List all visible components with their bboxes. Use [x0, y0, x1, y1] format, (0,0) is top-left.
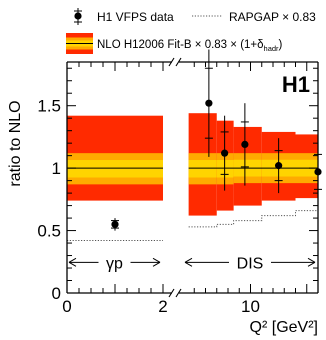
- arrowhead-left: [184, 257, 193, 267]
- x-axis-title: Q² [GeV²]: [250, 319, 318, 336]
- nlo-band-inner: [188, 160, 217, 178]
- x-tick-label: 0: [62, 297, 71, 316]
- data-marker: [275, 162, 283, 170]
- region-annotations: γp DIS: [68, 255, 316, 272]
- x-tick-label: 2: [158, 297, 167, 316]
- legend-item-data: H1 VFPS data: [74, 8, 174, 25]
- y-tick-label: 1: [52, 159, 61, 178]
- data-point: [220, 115, 229, 191]
- data-point: [204, 49, 213, 157]
- legend-item-rapgap: RAPGAP × 0.83: [192, 10, 316, 24]
- y-tick-label: 0: [52, 284, 61, 303]
- nlo-bands: [67, 113, 318, 216]
- region-dis: DIS: [184, 255, 316, 272]
- x-tick-label: 10: [241, 297, 260, 316]
- data-marker: [205, 99, 213, 107]
- data-marker: [241, 140, 249, 149]
- axis-break-mark: [175, 57, 182, 67]
- legend-marker: [74, 12, 82, 20]
- arrowhead-left: [68, 257, 77, 267]
- region-label: DIS: [237, 255, 264, 272]
- legend-label-data: H1 VFPS data: [97, 10, 174, 24]
- reference-lines: [67, 167, 318, 242]
- data-point: [314, 144, 322, 200]
- nlo-band-inner: [216, 160, 234, 178]
- arrowhead-right: [307, 257, 316, 267]
- axis-break-mark: [175, 288, 182, 298]
- y-tick-label: 0.5: [37, 222, 61, 241]
- legend-label-nlo: NLO H12006 Fit-B × 0.83 × (1+δhadr): [97, 39, 283, 53]
- arrowhead-right: [152, 257, 161, 267]
- legend-item-nlo: NLO H12006 Fit-B × 0.83 × (1+δhadr): [66, 33, 283, 54]
- data-point: [274, 138, 283, 194]
- data-marker: [314, 168, 322, 176]
- legend-label-rapgap: RAPGAP × 0.83: [229, 10, 316, 24]
- axis-break-mark: [168, 57, 175, 67]
- data-marker: [221, 149, 229, 157]
- region-label: γp: [106, 255, 123, 272]
- plot-frame: 0 0.5 1 1.5 0 2 10 ratio to NLO Q² [GeV²] H1: [7, 57, 319, 336]
- legend-suffix: ): [279, 39, 283, 51]
- legend-subscript: hadr: [264, 44, 280, 53]
- region-γp: γp: [68, 255, 161, 272]
- y-tick-label: 1.5: [37, 97, 61, 116]
- legend: H1 VFPS data RAPGAP × 0.83 NLO H12006 Fit-…: [66, 8, 316, 54]
- data-points: [111, 49, 322, 231]
- data-point: [111, 218, 119, 231]
- nlo-band-inner: [67, 160, 163, 178]
- data-point: [240, 103, 249, 186]
- y-axis-title: ratio to NLO: [7, 100, 24, 186]
- axis-break-mark: [168, 288, 175, 298]
- experiment-label: H1: [282, 72, 310, 97]
- rapgap-line: [67, 210, 318, 242]
- data-marker: [111, 220, 119, 228]
